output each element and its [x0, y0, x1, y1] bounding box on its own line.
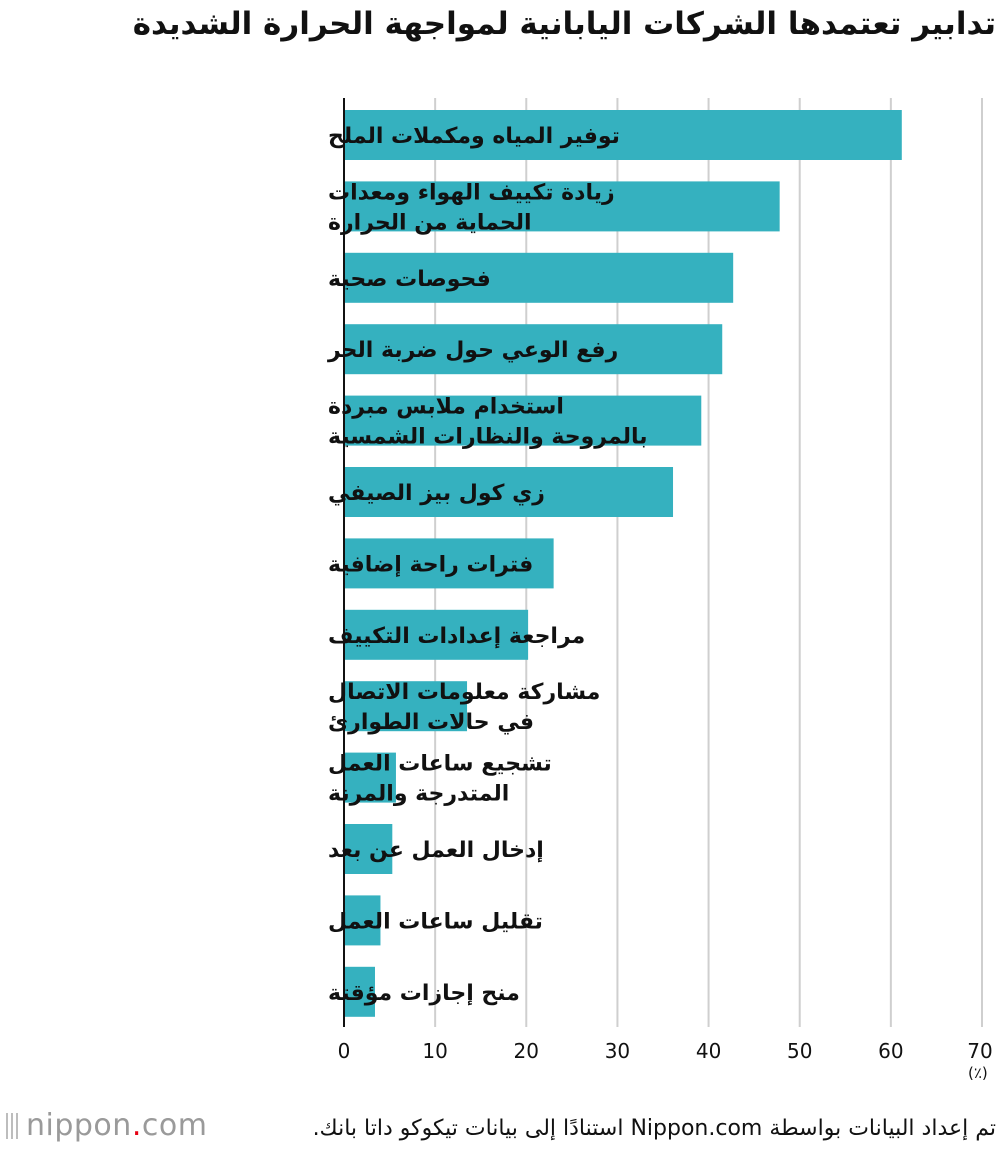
bar: [344, 395, 702, 446]
bar: [344, 966, 375, 1017]
bar: [344, 181, 780, 232]
category-label: مشاركة معلومات الاتصال: [328, 680, 600, 705]
x-tick-label: 50: [787, 1039, 812, 1063]
bar: [344, 681, 468, 732]
x-tick-label: 20: [514, 1039, 539, 1063]
bar: [344, 467, 674, 517]
category-label: توفير المياه ومكملات الملح: [328, 124, 620, 149]
category-label: المتدرجة والمرنة: [328, 782, 509, 807]
category-label: زيادة تكييف الهواء ومعدات: [328, 180, 615, 205]
category-label: في حالات الطوارئ: [328, 710, 534, 735]
x-tick-label: 10: [422, 1039, 447, 1063]
category-label: تقليل ساعات العمل: [328, 909, 543, 934]
tick-labels: 0 10 20 30 40 50 60 70: [338, 1039, 993, 1063]
bar: [344, 752, 396, 803]
category-label: رفع الوعي حول ضربة الحر: [327, 338, 618, 363]
brand-dot: .: [131, 1108, 142, 1143]
chart-title: تدابير تعتمدها الشركات اليابانية لمواجهة…: [132, 6, 996, 42]
category-label: استخدام ملابس مبردة: [328, 395, 564, 420]
bar: [344, 110, 902, 160]
logo-bars-icon: [6, 1112, 18, 1139]
x-tick-label: 40: [696, 1039, 721, 1063]
bar: [344, 252, 734, 303]
category-label: الحماية من الحرارة: [328, 210, 532, 235]
category-label: إدخال العمل عن بعد: [328, 838, 544, 863]
category-label: فحوصات صحية: [328, 267, 491, 292]
unit-label: (٪): [968, 1064, 988, 1082]
brand-name: nippon: [26, 1108, 132, 1143]
x-tick-label: 0: [338, 1039, 351, 1063]
category-label: منح إجازات مؤقتة: [328, 981, 520, 1006]
bar: [344, 324, 723, 375]
brand-tld: com: [141, 1108, 208, 1143]
nippon-logo: nippon.com: [6, 1108, 207, 1143]
x-tick-label: 60: [878, 1039, 903, 1063]
category-label: مراجعة إعدادات التكييف: [328, 624, 585, 649]
source-note: تم إعداد البيانات بواسطة Nippon.com استن…: [312, 1116, 996, 1141]
bar-chart: توفير المياه ومكملات الملح زيادة تكييف ال…: [327, 98, 993, 1063]
x-tick-label: 30: [605, 1039, 630, 1063]
x-tick-label: 70: [967, 1039, 992, 1063]
category-label: زي كول بيز الصيفي: [328, 481, 545, 506]
bar: [344, 824, 393, 874]
bar: [344, 538, 554, 589]
bar: [344, 609, 529, 660]
category-label: فترات راحة إضافية: [328, 552, 533, 577]
category-label: تشجيع ساعات العمل: [328, 752, 552, 777]
category-label: بالمروحة والنظارات الشمسية: [328, 425, 648, 450]
bar: [344, 895, 381, 946]
category-labels: توفير المياه ومكملات الملح زيادة تكييف ال…: [327, 124, 648, 1006]
bars: [344, 110, 902, 1017]
footer: nippon.com تم إعداد البيانات بواسطة Nipp…: [0, 1098, 1000, 1156]
